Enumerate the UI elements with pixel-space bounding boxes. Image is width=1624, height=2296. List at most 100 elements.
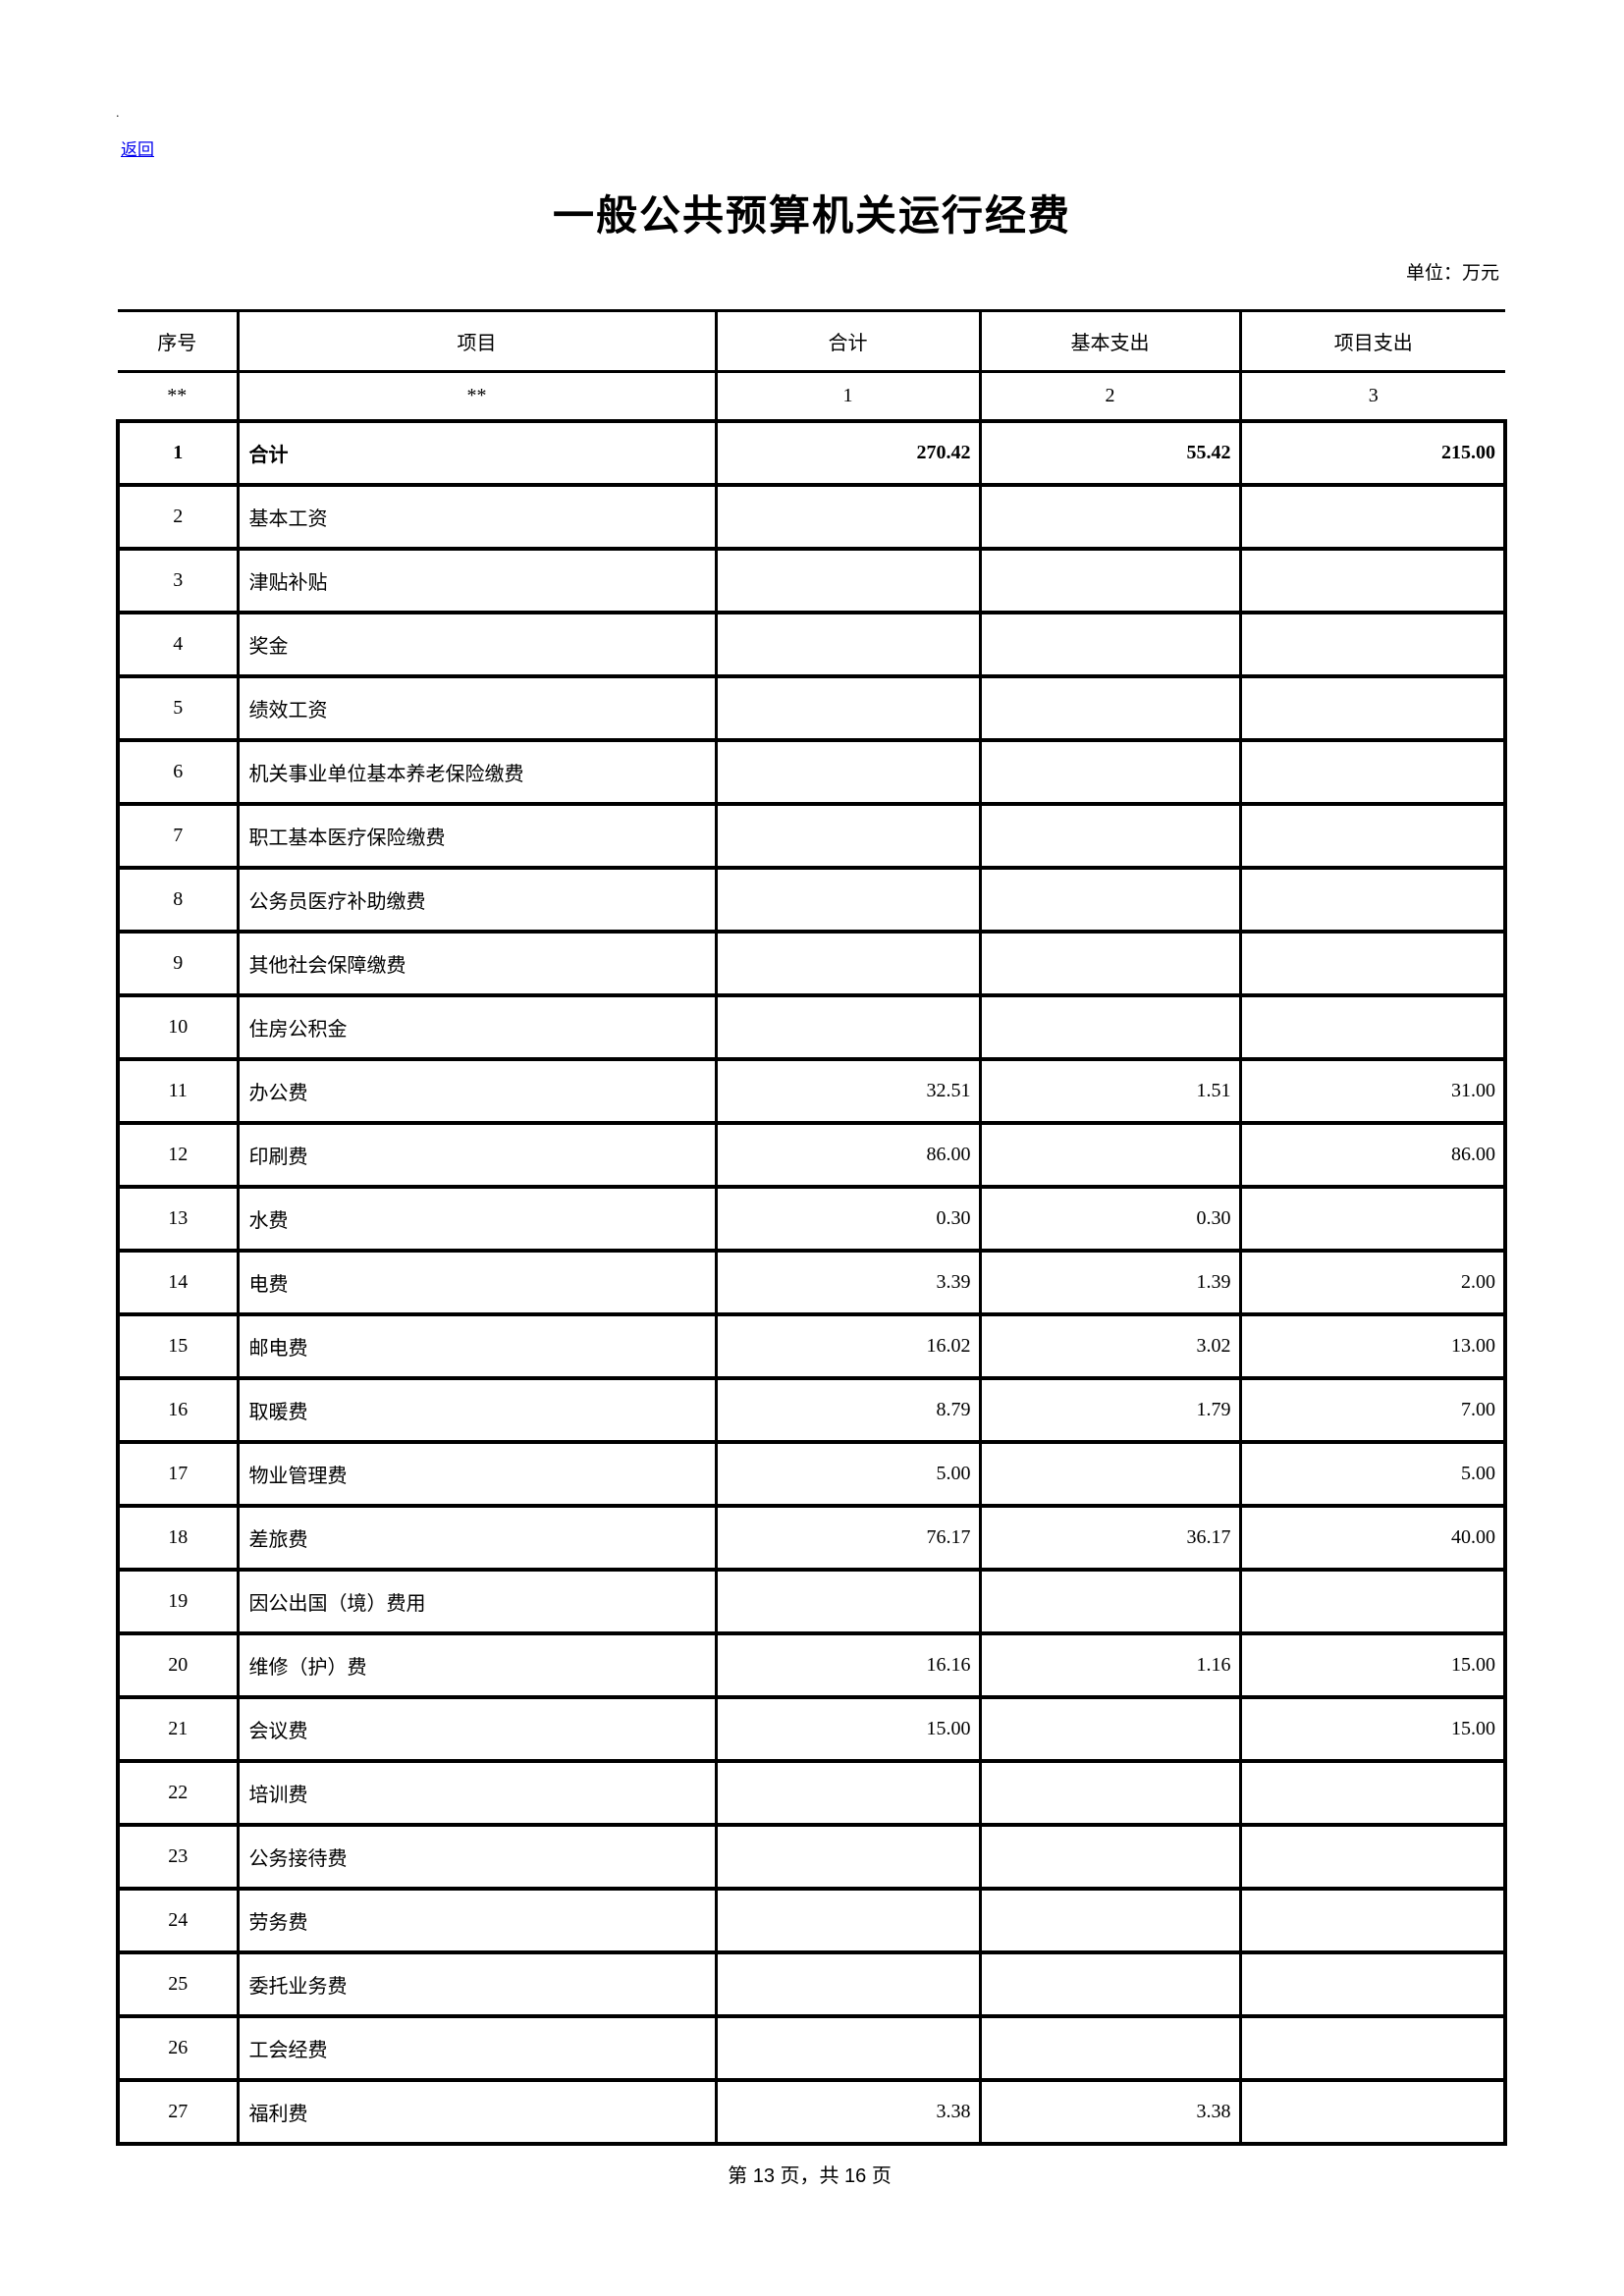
basic-value-cell — [978, 2013, 1242, 2082]
project-value-cell — [1238, 1184, 1507, 1253]
basic-value-cell — [978, 673, 1242, 742]
header-cell-basic: 基本支出 — [978, 309, 1242, 373]
row-number-cell: 18 — [116, 1503, 240, 1572]
header-cell-no: 序号 — [118, 309, 240, 373]
item-name-cell: 维修（护）费 — [236, 1630, 718, 1699]
project-value-cell — [1238, 865, 1507, 934]
basic-value-cell — [978, 610, 1242, 678]
item-name-cell: 奖金 — [236, 610, 718, 678]
project-value-cell — [1238, 992, 1507, 1061]
total-value-cell: 15.00 — [714, 1694, 982, 1763]
project-value-cell — [1238, 1886, 1507, 1954]
basic-value-cell — [978, 1567, 1242, 1635]
column-code-row: ** ** 1 2 3 — [118, 370, 1505, 422]
item-name-cell: 差旅费 — [236, 1503, 718, 1572]
header-cell-project: 项目支出 — [1238, 309, 1505, 373]
back-link[interactable]: 返回 — [121, 140, 154, 159]
basic-value-cell — [978, 1822, 1242, 1891]
row-number-cell: 8 — [116, 865, 240, 934]
item-name-cell: 委托业务费 — [236, 1949, 718, 2018]
table-row: 5 绩效工资 — [116, 673, 1507, 742]
project-value-cell — [1238, 2013, 1507, 2082]
total-value-cell — [714, 1822, 982, 1891]
header-cell-item: 项目 — [236, 309, 718, 373]
table-row: 6 机关事业单位基本养老保险缴费 — [116, 737, 1507, 806]
table-row: 20 维修（护）费 16.16 1.16 15.00 — [116, 1630, 1507, 1699]
item-name-cell: 水费 — [236, 1184, 718, 1253]
basic-value-cell — [978, 992, 1242, 1061]
total-value-cell: 8.79 — [714, 1375, 982, 1444]
table-body: 1 合计 270.42 55.42 215.00 2 基本工资 3 津贴补贴 4 奖金 5 绩效工资 6 机… — [116, 418, 1507, 2146]
table-row: 23 公务接待费 — [116, 1822, 1507, 1891]
basic-value-cell: 1.79 — [978, 1375, 1242, 1444]
table-row: 12 印刷费 86.00 86.00 — [116, 1120, 1507, 1189]
row-number-cell: 16 — [116, 1375, 240, 1444]
table-row: 14 电费 3.39 1.39 2.00 — [116, 1248, 1507, 1316]
basic-value-cell — [978, 1439, 1242, 1508]
item-name-cell: 公务接待费 — [236, 1822, 718, 1891]
total-value-cell: 16.16 — [714, 1630, 982, 1699]
row-number-cell: 20 — [116, 1630, 240, 1699]
project-value-cell — [1238, 801, 1507, 870]
row-number-cell: 10 — [116, 992, 240, 1061]
project-value-cell — [1238, 737, 1507, 806]
project-value-cell: 13.00 — [1238, 1311, 1507, 1380]
basic-value-cell: 36.17 — [978, 1503, 1242, 1572]
row-number-cell: 25 — [116, 1949, 240, 2018]
row-number-cell: 15 — [116, 1311, 240, 1380]
total-value-cell — [714, 546, 982, 614]
basic-value-cell — [978, 1694, 1242, 1763]
code-cell-total: 1 — [714, 370, 982, 422]
table-row: 16 取暖费 8.79 1.79 7.00 — [116, 1375, 1507, 1444]
table-row: 21 会议费 15.00 15.00 — [116, 1694, 1507, 1763]
project-value-cell: 86.00 — [1238, 1120, 1507, 1189]
total-value-cell — [714, 482, 982, 551]
total-value-cell: 3.39 — [714, 1248, 982, 1316]
project-value-cell: 40.00 — [1238, 1503, 1507, 1572]
basic-value-cell: 55.42 — [978, 418, 1242, 487]
item-name-cell: 绩效工资 — [236, 673, 718, 742]
total-value-cell: 5.00 — [714, 1439, 982, 1508]
basic-value-cell: 1.51 — [978, 1056, 1242, 1125]
table-row: 8 公务员医疗补助缴费 — [116, 865, 1507, 934]
row-number-cell: 4 — [116, 610, 240, 678]
project-value-cell — [1238, 546, 1507, 614]
table-row: 17 物业管理费 5.00 5.00 — [116, 1439, 1507, 1508]
table-row: 18 差旅费 76.17 36.17 40.00 — [116, 1503, 1507, 1572]
total-value-cell — [714, 801, 982, 870]
item-name-cell: 会议费 — [236, 1694, 718, 1763]
project-value-cell: 2.00 — [1238, 1248, 1507, 1316]
project-value-cell: 15.00 — [1238, 1694, 1507, 1763]
table-row: 26 工会经费 — [116, 2013, 1507, 2082]
total-value-cell: 76.17 — [714, 1503, 982, 1572]
table-row: 13 水费 0.30 0.30 — [116, 1184, 1507, 1253]
table-row: 2 基本工资 — [116, 482, 1507, 551]
item-name-cell: 工会经费 — [236, 2013, 718, 2082]
row-number-cell: 27 — [116, 2077, 240, 2146]
item-name-cell: 取暖费 — [236, 1375, 718, 1444]
total-value-cell — [714, 1758, 982, 1827]
row-number-cell: 1 — [116, 418, 240, 487]
row-number-cell: 2 — [116, 482, 240, 551]
basic-value-cell — [978, 929, 1242, 997]
total-value-cell: 0.30 — [714, 1184, 982, 1253]
code-cell-basic: 2 — [978, 370, 1242, 422]
code-cell-project: 3 — [1238, 370, 1505, 422]
basic-value-cell — [978, 546, 1242, 614]
row-number-cell: 22 — [116, 1758, 240, 1827]
project-value-cell — [1238, 929, 1507, 997]
item-name-cell: 住房公积金 — [236, 992, 718, 1061]
item-name-cell: 因公出国（境）费用 — [236, 1567, 718, 1635]
total-value-cell — [714, 2013, 982, 2082]
row-number-cell: 19 — [116, 1567, 240, 1635]
basic-value-cell — [978, 1949, 1242, 2018]
total-value-cell — [714, 929, 982, 997]
budget-table: 序号 项目 合计 基本支出 项目支出 ** ** 1 2 3 1 合计 270.42… — [116, 309, 1507, 2146]
item-name-cell: 津贴补贴 — [236, 546, 718, 614]
item-name-cell: 职工基本医疗保险缴费 — [236, 801, 718, 870]
project-value-cell: 215.00 — [1238, 418, 1507, 487]
header-row: 序号 项目 合计 基本支出 项目支出 — [118, 309, 1505, 373]
basic-value-cell: 1.16 — [978, 1630, 1242, 1699]
unit-label: 单位：万元 — [1405, 263, 1499, 284]
item-name-cell: 合计 — [236, 418, 718, 487]
